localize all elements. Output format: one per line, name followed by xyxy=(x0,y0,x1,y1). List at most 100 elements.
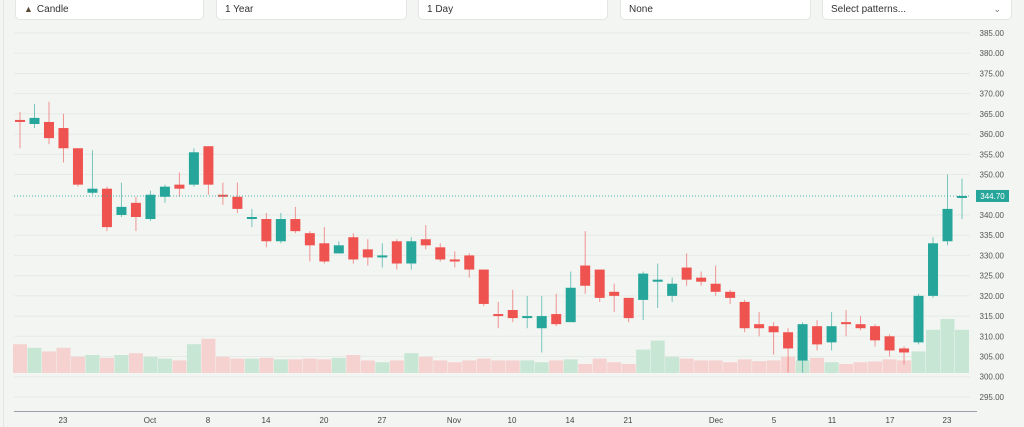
volume-bars xyxy=(13,319,969,373)
candle[interactable] xyxy=(43,101,54,145)
candle[interactable] xyxy=(710,265,721,296)
candle[interactable] xyxy=(232,182,243,213)
volume-bar xyxy=(27,347,42,373)
volume-bar xyxy=(13,344,27,373)
candle[interactable] xyxy=(188,148,199,187)
candle[interactable] xyxy=(681,253,692,286)
candle[interactable] xyxy=(449,251,460,268)
interval-select[interactable]: 1 Day xyxy=(418,0,608,20)
candle[interactable] xyxy=(609,283,620,313)
candle[interactable] xyxy=(507,289,518,323)
candle[interactable] xyxy=(87,150,98,195)
candle[interactable] xyxy=(899,346,910,365)
x-tick-label: 8 xyxy=(206,416,211,425)
range-label: 1 Year xyxy=(225,4,254,15)
volume-bar xyxy=(868,361,883,373)
candle[interactable] xyxy=(246,208,257,228)
candles xyxy=(15,101,967,373)
candle[interactable] xyxy=(362,239,373,266)
candle[interactable] xyxy=(116,182,127,218)
candle[interactable] xyxy=(319,227,330,264)
candle[interactable] xyxy=(391,239,402,270)
volume-bar xyxy=(230,358,245,373)
candle[interactable] xyxy=(290,206,301,234)
candle[interactable] xyxy=(406,237,417,270)
candle[interactable] xyxy=(594,269,605,302)
range-select[interactable]: 1 Year xyxy=(216,0,407,20)
candle[interactable] xyxy=(72,148,83,187)
volume-bar xyxy=(592,358,607,373)
candle-icon: ▲ xyxy=(24,4,33,14)
volume-bar xyxy=(346,355,361,373)
candle[interactable] xyxy=(275,212,286,244)
candle[interactable] xyxy=(855,316,866,331)
volume-bar xyxy=(41,351,56,373)
candle[interactable] xyxy=(420,225,431,250)
candle[interactable] xyxy=(957,178,967,220)
candle[interactable] xyxy=(826,312,837,351)
candle[interactable] xyxy=(145,190,156,222)
candle[interactable] xyxy=(15,111,25,149)
candle[interactable] xyxy=(217,182,228,205)
candle[interactable] xyxy=(580,231,591,294)
interval-label: 1 Day xyxy=(427,4,454,15)
volume-bar xyxy=(679,358,694,373)
candle[interactable] xyxy=(667,277,678,302)
volume-bar xyxy=(607,362,622,373)
x-tick-label: 21 xyxy=(624,416,633,425)
volume-bar xyxy=(563,359,578,373)
y-tick-label: 295.00 xyxy=(980,393,1005,402)
y-tick-label: 380.00 xyxy=(980,49,1005,58)
candle[interactable] xyxy=(696,271,707,286)
candle[interactable] xyxy=(913,293,924,345)
indicator-select[interactable]: None xyxy=(620,0,811,20)
candle[interactable] xyxy=(652,263,663,308)
candle[interactable] xyxy=(942,174,953,246)
candle[interactable] xyxy=(435,243,446,262)
candle[interactable] xyxy=(783,328,794,373)
candle[interactable] xyxy=(725,289,736,304)
volume-bar xyxy=(621,364,636,373)
candle[interactable] xyxy=(812,320,823,351)
candle[interactable] xyxy=(130,196,141,232)
volume-bar xyxy=(360,360,375,373)
candle[interactable] xyxy=(464,253,475,278)
candle[interactable] xyxy=(623,297,634,323)
volume-bar xyxy=(911,351,926,373)
candle[interactable] xyxy=(928,237,939,298)
volume-bar xyxy=(99,357,114,373)
candle[interactable] xyxy=(261,212,272,248)
candle[interactable] xyxy=(348,233,359,264)
candle[interactable] xyxy=(536,295,547,353)
candle[interactable] xyxy=(58,113,69,163)
x-tick-label: 11 xyxy=(828,416,837,425)
candle[interactable] xyxy=(522,295,533,329)
candle[interactable] xyxy=(174,172,185,197)
candle[interactable] xyxy=(493,301,504,329)
candle[interactable] xyxy=(304,231,315,262)
volume-bar xyxy=(708,360,723,373)
candle[interactable] xyxy=(870,324,881,347)
y-tick-label: 310.00 xyxy=(980,332,1005,341)
chart-type-select[interactable]: ▲ Candle xyxy=(15,0,204,20)
candle[interactable] xyxy=(739,299,750,333)
candle[interactable] xyxy=(754,312,765,337)
candle[interactable] xyxy=(29,103,40,129)
candle[interactable] xyxy=(478,269,489,306)
candle[interactable] xyxy=(203,146,214,195)
candle[interactable] xyxy=(884,334,895,357)
candle[interactable] xyxy=(841,310,852,337)
candle[interactable] xyxy=(768,322,779,355)
y-tick-label: 385.00 xyxy=(980,29,1005,38)
candle[interactable] xyxy=(638,271,649,321)
candle[interactable] xyxy=(159,184,170,203)
candle[interactable] xyxy=(377,243,388,268)
patterns-select[interactable]: Select patterns... ⌄ xyxy=(822,0,1012,20)
candle[interactable] xyxy=(551,293,562,327)
volume-bar xyxy=(172,360,187,373)
candle[interactable] xyxy=(797,322,808,373)
candle[interactable] xyxy=(333,241,344,254)
candle[interactable] xyxy=(101,186,112,232)
candle[interactable] xyxy=(565,271,576,323)
